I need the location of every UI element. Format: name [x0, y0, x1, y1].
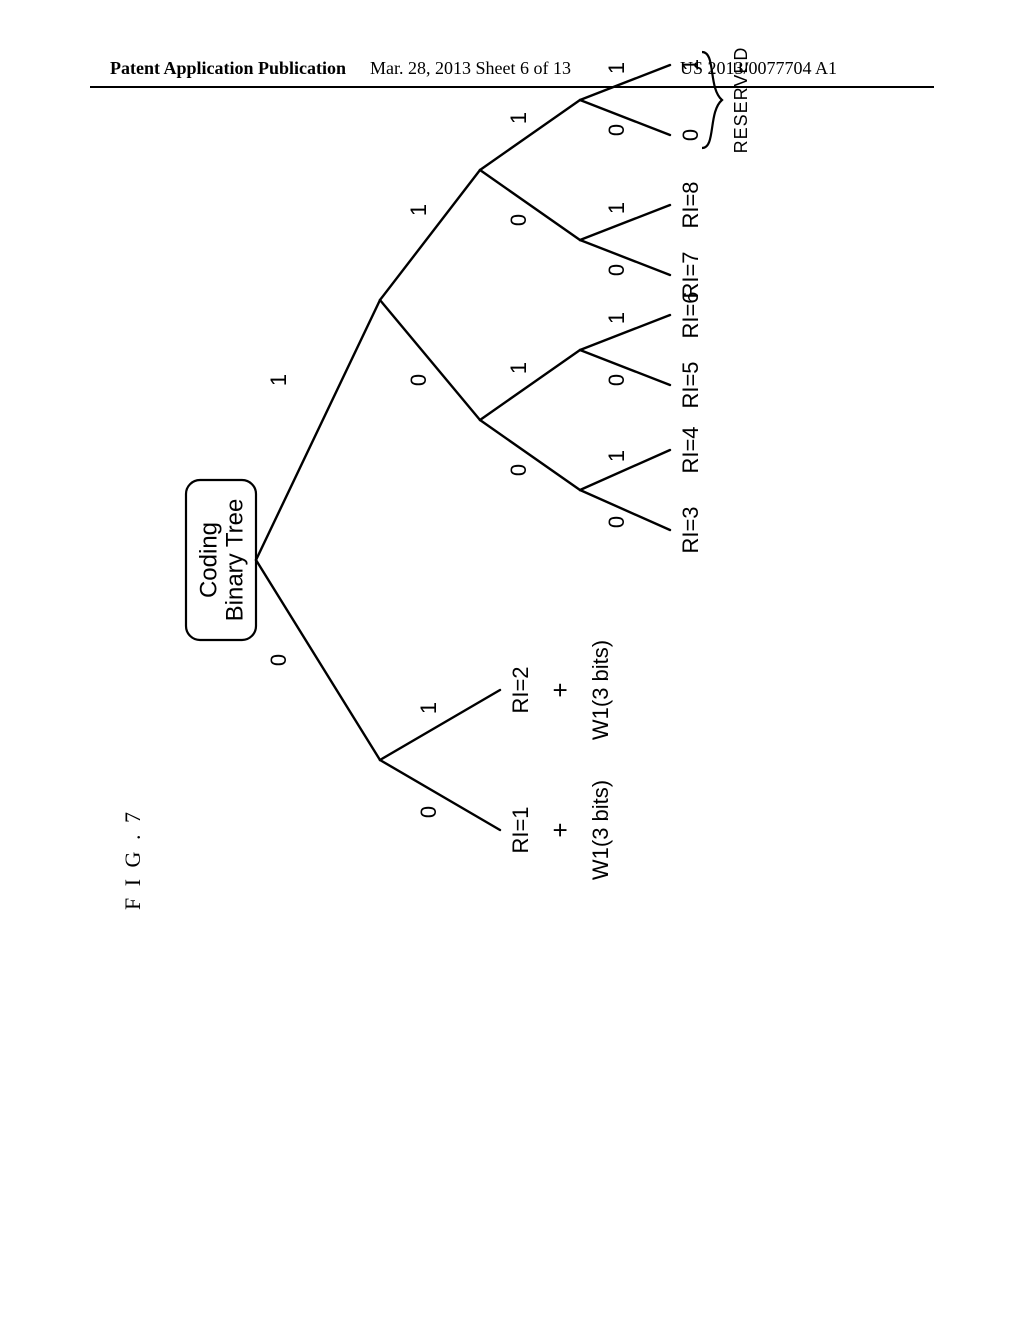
reserved-brace-path: [702, 52, 722, 148]
tree-edge: [380, 760, 500, 830]
tree-edge: [380, 300, 480, 420]
leaf-extra-label: W1(3 bits): [588, 640, 613, 740]
leaf-label: RI=8: [678, 181, 703, 228]
edge-label: 0: [506, 214, 531, 226]
tree-edge: [480, 350, 580, 420]
leaf-label: RI=7: [678, 251, 703, 298]
tree-leaf-labels: RI=1 + W1(3 bits) RI=2 + W1(3 bits) RI=3 RI=4 RI…: [508, 59, 703, 880]
leaf-label: RI=1: [508, 806, 533, 853]
leaf-label: 0: [678, 129, 703, 141]
edge-label: 0: [506, 464, 531, 476]
edge-label: 0: [266, 654, 291, 666]
edge-label: 1: [266, 374, 291, 386]
leaf-extra-label: W1(3 bits): [588, 780, 613, 880]
edge-label: 1: [416, 702, 441, 714]
root-box-line2: Binary Tree: [221, 499, 248, 622]
edge-label: 1: [406, 204, 431, 216]
edge-label: 0: [406, 374, 431, 386]
leaf-plus: +: [545, 822, 575, 837]
reserved-brace: RESERVED: [702, 47, 751, 154]
figure-caption: F I G . 7: [120, 809, 146, 910]
coding-binary-tree-svg: Coding Binary Tree 0 1 0 1 0 1 0 1 0 1 0 1 0 1 0 1 0 1 RI…: [180, 0, 860, 940]
edge-label: 0: [604, 124, 629, 136]
leaf-label: RI=5: [678, 361, 703, 408]
tree-edge-labels: 0 1 0 1 0 1 0 1 0 1 0 1 0 1 0 1 0 1: [266, 62, 629, 818]
edge-label: 0: [416, 806, 441, 818]
leaf-plus: +: [545, 682, 575, 697]
leaf-label: RI=3: [678, 506, 703, 553]
leaf-label: RI=4: [678, 426, 703, 473]
edge-label: 1: [604, 450, 629, 462]
tree-edge: [256, 300, 380, 560]
edge-label: 1: [506, 362, 531, 374]
tree-edge: [480, 100, 580, 170]
edge-label: 0: [604, 516, 629, 528]
edge-label: 1: [604, 312, 629, 324]
edge-label: 1: [604, 202, 629, 214]
figure-rotated-canvas: F I G . 7 Coding Binary Tree 01010101010…: [120, 0, 900, 940]
leaf-label: RI=2: [508, 666, 533, 713]
root-box: Coding Binary Tree: [186, 480, 256, 640]
edge-label: 1: [604, 62, 629, 74]
reserved-label: RESERVED: [731, 47, 751, 154]
leaf-label: 1: [678, 59, 703, 71]
edge-label: 0: [604, 264, 629, 276]
root-box-line1: Coding: [195, 522, 222, 598]
tree-edge: [380, 690, 500, 760]
edge-label: 0: [604, 374, 629, 386]
tree-edge: [480, 170, 580, 240]
tree-edge: [380, 170, 480, 300]
tree-edge: [480, 420, 580, 490]
edge-label: 1: [506, 112, 531, 124]
figure-7: F I G . 7 Coding Binary Tree 0 1 0 1 0 1 0 1 0 1 0…: [0, 150, 1024, 1250]
